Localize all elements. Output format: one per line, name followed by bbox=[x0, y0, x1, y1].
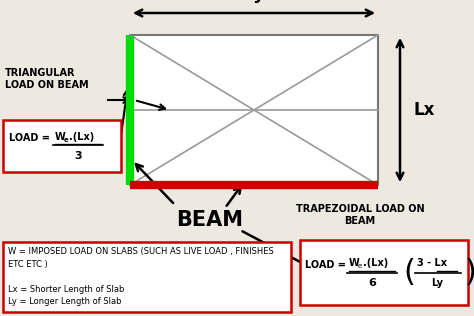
Text: W: W bbox=[55, 132, 66, 142]
Text: .(Lx): .(Lx) bbox=[363, 258, 388, 269]
Text: Lx: Lx bbox=[414, 101, 436, 119]
Text: TRIANGULAR
LOAD ON BEAM: TRIANGULAR LOAD ON BEAM bbox=[5, 68, 89, 90]
Text: 3: 3 bbox=[74, 151, 82, 161]
Bar bbox=[3, 242, 291, 312]
Text: .(Lx): .(Lx) bbox=[69, 132, 94, 142]
Text: e: e bbox=[358, 264, 362, 270]
Text: ): ) bbox=[465, 258, 474, 287]
Text: TRAPEZOIDAL LOAD ON
BEAM: TRAPEZOIDAL LOAD ON BEAM bbox=[296, 204, 424, 226]
Text: (: ( bbox=[403, 258, 415, 287]
Text: LOAD =: LOAD = bbox=[305, 259, 346, 270]
Text: W: W bbox=[349, 258, 360, 269]
Bar bbox=[130, 35, 378, 185]
Text: BEAM: BEAM bbox=[176, 210, 244, 230]
Bar bbox=[300, 240, 468, 305]
Text: Ly: Ly bbox=[243, 0, 265, 3]
Text: W = IMPOSED LOAD ON SLABS (SUCH AS LIVE LOAD , FINISHES
ETC ETC )

Lx = Shorter : W = IMPOSED LOAD ON SLABS (SUCH AS LIVE … bbox=[8, 247, 274, 306]
Text: Ly: Ly bbox=[431, 277, 443, 288]
Text: 6: 6 bbox=[368, 277, 376, 288]
Bar bbox=[3, 120, 121, 172]
Text: LOAD =: LOAD = bbox=[9, 133, 50, 143]
Text: e: e bbox=[64, 137, 69, 143]
Text: 3 - Lx: 3 - Lx bbox=[417, 258, 447, 269]
